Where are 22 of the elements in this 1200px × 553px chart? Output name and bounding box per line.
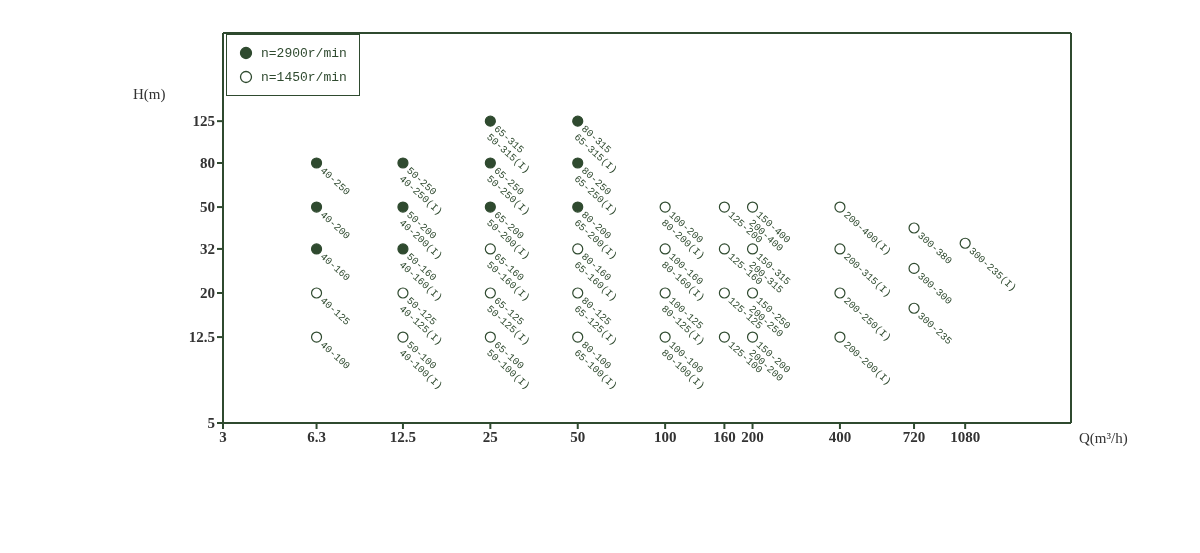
- x-tick-label: 6.3: [307, 428, 326, 445]
- x-tick-label: 50: [570, 428, 586, 445]
- y-tick-label: 80: [200, 155, 215, 172]
- x-tick-label: 720: [902, 428, 926, 445]
- x-tick-label: 1080: [950, 428, 981, 445]
- legend-label: n=1450r/min: [261, 69, 347, 85]
- x-axis-title: Q(m³/h): [1079, 430, 1128, 448]
- y-tick-label: 32: [200, 241, 215, 258]
- x-tick-label: 200: [741, 428, 764, 445]
- y-tick-label: 5: [207, 415, 215, 432]
- x-tick-label: 100: [653, 428, 677, 445]
- y-tick-label: 125: [192, 113, 215, 130]
- legend-label: n=2900r/min: [261, 45, 347, 61]
- y-tick-label: 20: [200, 285, 215, 302]
- x-tick-label: 3: [219, 428, 227, 445]
- x-tick-label: 160: [713, 428, 736, 445]
- x-tick-label: 400: [828, 428, 852, 445]
- x-tick-label: 25: [482, 428, 498, 445]
- y-tick-label: 50: [200, 199, 215, 216]
- y-axis-title: H(m): [133, 85, 166, 103]
- x-tick-label: 12.5: [389, 428, 417, 445]
- y-tick-label: 12.5: [188, 329, 215, 346]
